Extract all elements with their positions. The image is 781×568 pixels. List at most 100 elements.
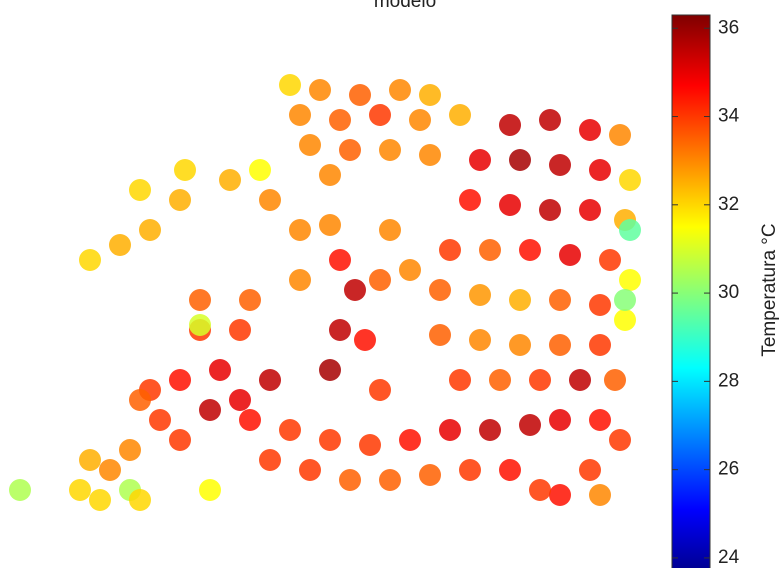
point <box>549 409 571 431</box>
point <box>589 409 611 431</box>
point <box>509 334 531 356</box>
point <box>189 314 211 336</box>
point <box>599 249 621 271</box>
point <box>479 419 501 441</box>
point <box>589 294 611 316</box>
point <box>69 479 91 501</box>
point <box>479 239 501 261</box>
point <box>174 159 196 181</box>
point <box>339 139 361 161</box>
point <box>319 164 341 186</box>
point <box>329 319 351 341</box>
point <box>499 194 521 216</box>
point <box>409 109 431 131</box>
point <box>9 479 31 501</box>
chart-title: modelo <box>374 0 436 12</box>
point <box>289 269 311 291</box>
point <box>379 469 401 491</box>
point <box>604 369 626 391</box>
point <box>79 449 101 471</box>
point <box>279 419 301 441</box>
point <box>609 124 631 146</box>
point <box>469 284 491 306</box>
point <box>309 79 331 101</box>
point <box>439 239 461 261</box>
point <box>399 259 421 281</box>
point <box>189 289 211 311</box>
point <box>339 469 361 491</box>
point <box>579 459 601 481</box>
point <box>579 119 601 141</box>
point <box>469 329 491 351</box>
point <box>319 359 341 381</box>
point <box>469 149 491 171</box>
point <box>129 179 151 201</box>
point <box>349 84 371 106</box>
point <box>289 219 311 241</box>
point <box>539 109 561 131</box>
point <box>509 149 531 171</box>
point <box>249 159 271 181</box>
point <box>619 219 641 241</box>
colorbar-tick-label: 32 <box>718 194 739 215</box>
point <box>169 369 191 391</box>
point <box>219 169 241 191</box>
point <box>499 114 521 136</box>
point <box>499 459 521 481</box>
point <box>609 429 631 451</box>
point <box>429 279 451 301</box>
point <box>139 219 161 241</box>
point <box>239 409 261 431</box>
point <box>549 289 571 311</box>
point <box>129 489 151 511</box>
point <box>259 369 281 391</box>
point <box>209 359 231 381</box>
point <box>299 134 321 156</box>
colorbar-tick-label: 34 <box>718 106 740 127</box>
point <box>319 214 341 236</box>
point <box>199 399 221 421</box>
point <box>509 289 531 311</box>
point <box>579 199 601 221</box>
point <box>329 109 351 131</box>
point <box>569 369 591 391</box>
point <box>519 414 541 436</box>
colorbar-tick-label: 26 <box>718 459 739 480</box>
point <box>559 244 581 266</box>
colorbar <box>672 15 710 568</box>
colorbar-tick-label: 28 <box>718 370 739 391</box>
point <box>529 369 551 391</box>
point <box>614 309 636 331</box>
point <box>359 434 381 456</box>
point <box>549 334 571 356</box>
colorbar-tick-label: 30 <box>718 282 739 303</box>
colorbar-label: Temperatura °C <box>759 223 780 356</box>
point <box>199 479 221 501</box>
point <box>419 84 441 106</box>
point <box>549 154 571 176</box>
point <box>279 74 301 96</box>
colorbar-tick-label: 24 <box>718 547 740 568</box>
point <box>419 464 441 486</box>
point <box>589 484 611 506</box>
point <box>429 324 451 346</box>
point <box>459 189 481 211</box>
point <box>109 234 131 256</box>
point <box>369 104 391 126</box>
point <box>519 239 541 261</box>
point <box>449 369 471 391</box>
point <box>549 484 571 506</box>
point <box>619 269 641 291</box>
point <box>79 249 101 271</box>
colorbar-tick-label: 36 <box>718 17 739 38</box>
point <box>239 289 261 311</box>
point <box>489 369 511 391</box>
point <box>89 489 111 511</box>
point <box>329 249 351 271</box>
point <box>439 419 461 441</box>
point <box>289 104 311 126</box>
point <box>259 189 281 211</box>
point <box>299 459 321 481</box>
point <box>319 429 341 451</box>
point-cloud <box>9 74 641 511</box>
